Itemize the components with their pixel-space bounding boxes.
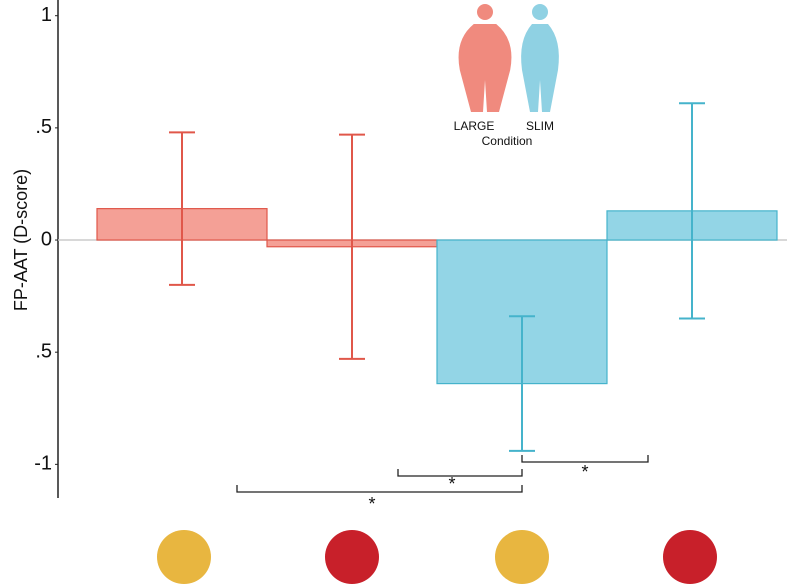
legend-figure-body bbox=[458, 24, 512, 112]
significance-bracket bbox=[397, 469, 523, 477]
fries-icon bbox=[157, 530, 211, 584]
significance-label: * bbox=[448, 474, 455, 494]
category-icons bbox=[157, 530, 717, 584]
legend-figure-body bbox=[521, 24, 559, 112]
legend-label: SLIM bbox=[526, 119, 554, 133]
legend-figure-head bbox=[532, 4, 548, 20]
y-tick-label: 1 bbox=[41, 4, 52, 26]
y-tick-label: .5 bbox=[35, 340, 52, 362]
y-tick-label: 0 bbox=[41, 228, 52, 250]
strawberry-icon bbox=[325, 530, 379, 584]
significance-label: * bbox=[368, 494, 375, 514]
significance-bracket bbox=[236, 485, 523, 493]
legend-figure-head bbox=[477, 4, 493, 20]
y-tick-label: -1 bbox=[34, 453, 52, 475]
significance-label: * bbox=[581, 462, 588, 482]
y-tick-label: .5 bbox=[35, 116, 52, 138]
significance-bracket bbox=[521, 455, 649, 463]
legend-label: LARGE bbox=[454, 119, 495, 133]
y-axis-label: FP-AAT (D-score) bbox=[11, 169, 31, 311]
legend-title: Condition bbox=[482, 134, 533, 148]
strawberry-icon bbox=[663, 530, 717, 584]
fries-icon bbox=[495, 530, 549, 584]
